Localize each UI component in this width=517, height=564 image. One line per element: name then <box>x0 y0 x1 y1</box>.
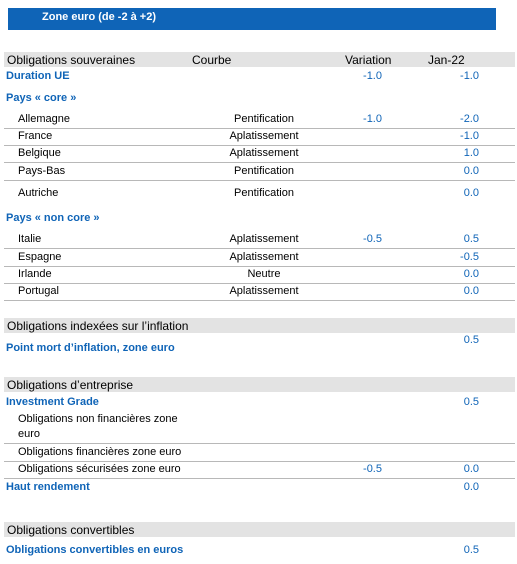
jan-value: 0.0 <box>463 285 479 297</box>
variation-value: -0.5 <box>363 233 382 245</box>
table-row: Pays-Bas Pentification 0.0 <box>4 163 515 181</box>
table-row: Italie Aplatissement -0.5 0.5 <box>4 231 515 249</box>
jan-value: -2.0 <box>460 113 479 125</box>
column-header-jan: Jan-22 <box>428 53 465 67</box>
table-row: Autriche Pentification 0.0 <box>4 185 515 202</box>
high-yield-label: Haut rendement <box>6 481 90 493</box>
curve-value: Aplatissement <box>229 233 299 245</box>
table-row: France Aplatissement -1.0 <box>4 128 515 146</box>
jan-value: 0.0 <box>463 463 479 475</box>
core-group-label: Pays « core » <box>6 92 77 104</box>
section-title: Obligations souveraines <box>7 53 136 67</box>
table-row: Espagne Aplatissement -0.5 <box>4 249 515 267</box>
jan-value: -1.0 <box>460 130 479 142</box>
table-row: Irlande Neutre 0.0 <box>4 266 515 284</box>
curve-value: Aplatissement <box>229 285 299 297</box>
table-row: Portugal Aplatissement 0.0 <box>4 283 515 301</box>
jan-value: -1.0 <box>460 70 479 82</box>
curve-value: Pentification <box>234 165 294 177</box>
section-title: Obligations indexées sur l’inflation <box>7 319 189 333</box>
country-name: Espagne <box>18 251 62 263</box>
variation-value: -1.0 <box>363 113 382 125</box>
convertibles-row: Obligations convertibles en euros 0.5 <box>4 542 515 559</box>
noncore-group-label: Pays « non core » <box>6 212 100 224</box>
jan-value: 0.5 <box>463 544 479 556</box>
table-row-continuation: euro <box>4 426 515 444</box>
section-sovereign-header: Obligations souveraines Courbe Variation… <box>4 52 515 67</box>
country-name: Autriche <box>18 187 59 199</box>
variation-value: -0.5 <box>363 463 382 475</box>
curve-value: Pentification <box>234 187 294 199</box>
table-row: Obligations financières zone euro <box>4 444 515 462</box>
table-row: Obligations non financières zone <box>4 411 515 428</box>
column-header-variation: Variation <box>345 53 392 67</box>
jan-value: 0.5 <box>463 334 479 346</box>
inflation-label: Point mort d’inflation, zone euro <box>6 342 175 354</box>
duration-row: Duration UE -1.0 -1.0 <box>4 68 515 85</box>
section-title: Obligations d’entreprise <box>7 378 134 392</box>
curve-value: Neutre <box>247 268 281 280</box>
jan-value: 0.5 <box>463 396 479 408</box>
category-name-line1: Obligations non financières zone <box>18 413 178 425</box>
section-corporate-header: Obligations d’entreprise <box>4 377 515 392</box>
section-convertibles-header: Obligations convertibles <box>4 522 515 537</box>
curve-value: Aplatissement <box>229 147 299 159</box>
convertibles-label: Obligations convertibles en euros <box>6 544 184 556</box>
category-name: Obligations financières zone euro <box>18 446 182 458</box>
inflation-value-row: 0.5 <box>4 332 515 349</box>
noncore-group-row: Pays « non core » <box>4 210 515 227</box>
jan-value: -0.5 <box>460 251 479 263</box>
high-yield-row: Haut rendement 0.0 <box>4 479 515 496</box>
header-banner: Zone euro (de -2 à +2) <box>8 8 496 30</box>
country-name: Irlande <box>18 268 52 280</box>
country-name: Portugal <box>18 285 59 297</box>
inflation-label-row: Point mort d’inflation, zone euro <box>4 340 515 357</box>
table-row: Obligations sécurisées zone euro -0.5 0.… <box>4 461 515 479</box>
table-row: Allemagne Pentification -1.0 -2.0 <box>4 111 515 129</box>
curve-value: Aplatissement <box>229 251 299 263</box>
country-name: Belgique <box>18 147 61 159</box>
section-inflation-header: Obligations indexées sur l’inflation <box>4 318 515 333</box>
header-title: Zone euro (de -2 à +2) <box>42 11 156 23</box>
investment-grade-row: Investment Grade 0.5 <box>4 394 515 411</box>
section-title: Obligations convertibles <box>7 523 135 537</box>
investment-grade-label: Investment Grade <box>6 396 99 408</box>
jan-value: 0.5 <box>463 233 479 245</box>
core-group-row: Pays « core » <box>4 90 515 107</box>
duration-label: Duration UE <box>6 70 70 82</box>
country-name: Italie <box>18 233 42 245</box>
category-name-line2: euro <box>18 428 41 440</box>
country-name: Allemagne <box>18 113 70 125</box>
jan-value: 0.0 <box>463 187 479 199</box>
category-name: Obligations sécurisées zone euro <box>18 463 181 475</box>
country-name: France <box>18 130 53 142</box>
country-name: Pays-Bas <box>18 165 66 177</box>
variation-value: -1.0 <box>363 70 382 82</box>
table-row: Belgique Aplatissement 1.0 <box>4 145 515 163</box>
column-header-courbe: Courbe <box>192 53 232 67</box>
jan-value: 0.0 <box>463 481 479 493</box>
curve-value: Pentification <box>234 113 294 125</box>
jan-value: 1.0 <box>463 147 479 159</box>
jan-value: 0.0 <box>463 165 479 177</box>
jan-value: 0.0 <box>463 268 479 280</box>
curve-value: Aplatissement <box>229 130 299 142</box>
